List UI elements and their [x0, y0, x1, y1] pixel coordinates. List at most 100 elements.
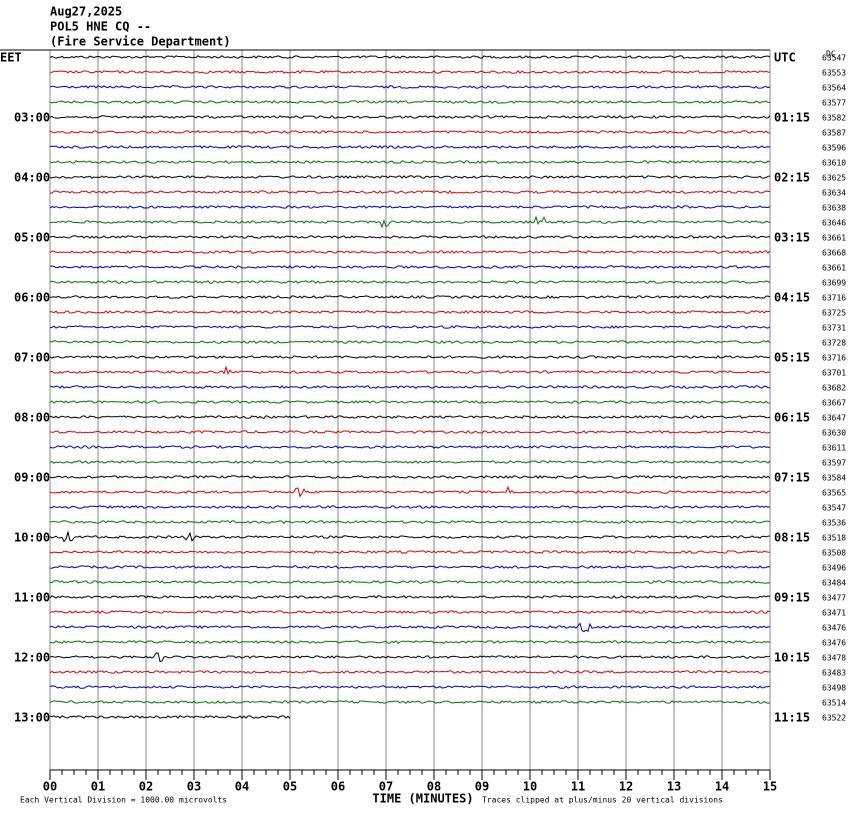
trace	[49, 55, 771, 59]
dc-count: 63518	[822, 534, 846, 543]
trace	[49, 265, 771, 269]
dc-count: 63597	[822, 459, 846, 468]
utc-label: 04:15	[774, 291, 810, 305]
dc-label: DC	[826, 50, 836, 59]
trace	[49, 355, 771, 359]
dc-count: 63476	[822, 624, 846, 633]
trace	[49, 85, 771, 89]
x-tick-label: 02	[139, 780, 153, 794]
x-tick-label: 03	[187, 780, 201, 794]
eet-label: 05:00	[14, 231, 50, 245]
dc-count: 63536	[822, 519, 846, 528]
dc-count: 63716	[822, 294, 846, 303]
dc-count: 63496	[822, 564, 846, 573]
x-tick-label: 04	[235, 780, 249, 794]
dc-count: 63725	[822, 309, 846, 318]
dc-count: 63699	[822, 279, 846, 288]
dc-count: 63514	[822, 699, 846, 708]
trace	[49, 160, 771, 164]
x-tick-label: 01	[91, 780, 105, 794]
trace	[49, 385, 771, 389]
eet-label: 08:00	[14, 411, 50, 425]
dc-count: 63565	[822, 489, 846, 498]
x-tick-label: 15	[763, 780, 777, 794]
trace	[49, 652, 771, 662]
x-tick-label: 07	[379, 780, 393, 794]
dc-count: 63584	[822, 474, 846, 483]
dc-count: 63483	[822, 669, 846, 678]
dc-count: 63478	[822, 654, 846, 663]
dc-count: 63471	[822, 609, 846, 618]
trace	[49, 565, 771, 569]
trace	[49, 622, 770, 633]
trace	[49, 250, 771, 254]
trace	[49, 595, 771, 599]
dc-count: 63647	[822, 414, 846, 423]
utc-label: 08:15	[774, 531, 810, 545]
eet-label: 04:00	[14, 171, 50, 185]
axis-title: TIME (MINUTES)	[372, 792, 473, 806]
trace	[49, 550, 771, 554]
utc-label: 05:15	[774, 351, 810, 365]
trace	[49, 205, 771, 209]
dc-count: 63564	[822, 84, 846, 93]
utc-label: 06:15	[774, 411, 810, 425]
dc-count: 63476	[822, 639, 846, 648]
eet-label: 10:00	[14, 531, 50, 545]
dc-count: 63477	[822, 594, 846, 603]
trace	[49, 130, 771, 134]
trace	[49, 415, 771, 419]
utc-label: UTC	[774, 51, 796, 65]
trace	[49, 685, 771, 689]
trace	[49, 310, 771, 314]
dc-count: 63582	[822, 114, 846, 123]
trace	[49, 580, 771, 584]
dc-count: 63638	[822, 204, 846, 213]
dc-count: 63547	[822, 504, 846, 513]
clip-note: Traces clipped at plus/minus 20 vertical…	[482, 796, 723, 805]
trace	[49, 145, 771, 149]
trace	[49, 610, 771, 614]
dc-count: 63547	[822, 54, 846, 63]
trace	[49, 715, 291, 719]
dc-count: 63728	[822, 339, 846, 348]
utc-label: 07:15	[774, 471, 810, 485]
trace	[49, 340, 771, 344]
utc-label: 11:15	[774, 711, 810, 725]
trace	[49, 175, 771, 179]
trace	[49, 505, 771, 509]
trace	[49, 325, 771, 329]
trace	[49, 215, 771, 229]
eet-label: 06:00	[14, 291, 50, 305]
trace	[49, 295, 771, 299]
utc-label: 03:15	[774, 231, 810, 245]
trace	[49, 100, 770, 104]
scale-note: Each Vertical Division = 1000.00 microvo…	[20, 796, 227, 805]
trace	[49, 640, 771, 644]
trace	[49, 445, 771, 449]
dc-count: 63587	[822, 129, 846, 138]
dc-count: 63553	[822, 69, 846, 78]
dc-count: 63716	[822, 354, 846, 363]
x-tick-label: 06	[331, 780, 345, 794]
trace	[49, 520, 771, 524]
trace	[49, 365, 771, 375]
x-tick-label: 10	[523, 780, 537, 794]
dc-count: 63682	[822, 384, 846, 393]
dc-count: 63610	[822, 159, 846, 168]
dc-count: 63508	[822, 549, 846, 558]
x-tick-label: 00	[43, 780, 57, 794]
trace	[49, 115, 771, 119]
dc-count: 63625	[822, 174, 846, 183]
eet-label: 03:00	[14, 111, 50, 125]
header-date: Aug27,2025	[50, 5, 122, 19]
dc-count: 63634	[822, 189, 846, 198]
x-tick-label: 11	[571, 780, 585, 794]
x-tick-label: 05	[283, 780, 297, 794]
trace	[49, 235, 771, 239]
trace	[49, 700, 771, 704]
trace	[49, 485, 771, 498]
eet-label: 13:00	[14, 711, 50, 725]
trace	[49, 670, 771, 674]
